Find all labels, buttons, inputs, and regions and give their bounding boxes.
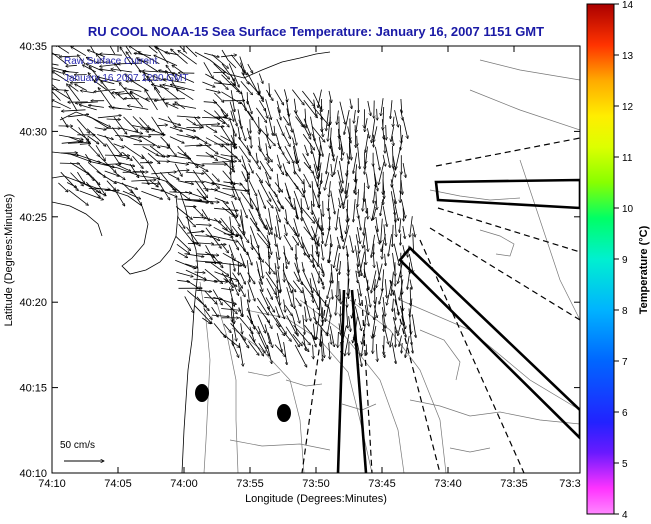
colorbar-tick-label: 12 [622, 102, 634, 113]
y-tick-label: 40:25 [19, 212, 47, 224]
map-plot-area: Raw Surface Current January 16 2007 1200… [41, 37, 580, 473]
y-tick-label: 40:20 [19, 297, 47, 309]
x-tick-label: 73:3 [559, 478, 580, 490]
x-tick-label: 73:45 [368, 478, 396, 490]
legend-current-label: Raw Surface Current [64, 56, 158, 67]
radar-site-marker [277, 404, 291, 422]
x-tick-label: 73:55 [236, 478, 264, 490]
y-tick-label: 40:15 [19, 383, 47, 395]
radar-site-marker [195, 384, 209, 402]
x-tick-label: 73:40 [434, 478, 462, 490]
y-axis-label: Latitude (Degrees:Minutes) [3, 194, 15, 327]
x-axis-label: Longitude (Degrees:Minutes) [245, 493, 387, 505]
current-vector [400, 234, 401, 246]
colorbar-tick-label: 11 [622, 153, 633, 164]
current-vector [60, 163, 80, 164]
map-title: RU COOL NOAA-15 Sea Surface Temperature:… [88, 24, 544, 39]
temperature-colorbar [587, 4, 614, 514]
colorbar-ticks: 14 13 12 11 10 9 8 7 6 5 4 [614, 0, 634, 519]
colorbar-tick-label: 7 [622, 357, 628, 368]
colorbar-tick-label: 6 [622, 408, 628, 419]
current-vector [410, 288, 411, 306]
current-vector [133, 172, 149, 173]
colorbar-tick-label: 10 [622, 204, 634, 215]
x-tick-label: 73:35 [500, 478, 528, 490]
current-vector [251, 136, 252, 148]
colorbar-tick-label: 14 [622, 0, 634, 11]
colorbar-tick-label: 13 [622, 51, 634, 62]
y-tick-label: 40:30 [19, 126, 47, 138]
colorbar-tick-label: 9 [622, 255, 628, 266]
colorbar-tick-label: 5 [622, 459, 628, 470]
x-tick-label: 74:00 [170, 478, 198, 490]
legend-current-date: January 16 2007 1200 GMT [64, 73, 189, 84]
scale-label: 50 cm/s [60, 440, 95, 451]
colorbar-label: Temperature (°C) [638, 225, 650, 314]
colorbar-tick-label: 8 [622, 306, 628, 317]
current-vector [385, 135, 386, 153]
current-vector [319, 290, 320, 316]
y-tick-label: 40:10 [19, 468, 47, 480]
y-tick-label: 40:35 [19, 41, 47, 53]
x-tick-label: 74:05 [104, 478, 132, 490]
x-tick-label: 73:50 [302, 478, 330, 490]
colorbar-tick-label: 4 [622, 510, 628, 519]
current-vector [323, 201, 324, 217]
